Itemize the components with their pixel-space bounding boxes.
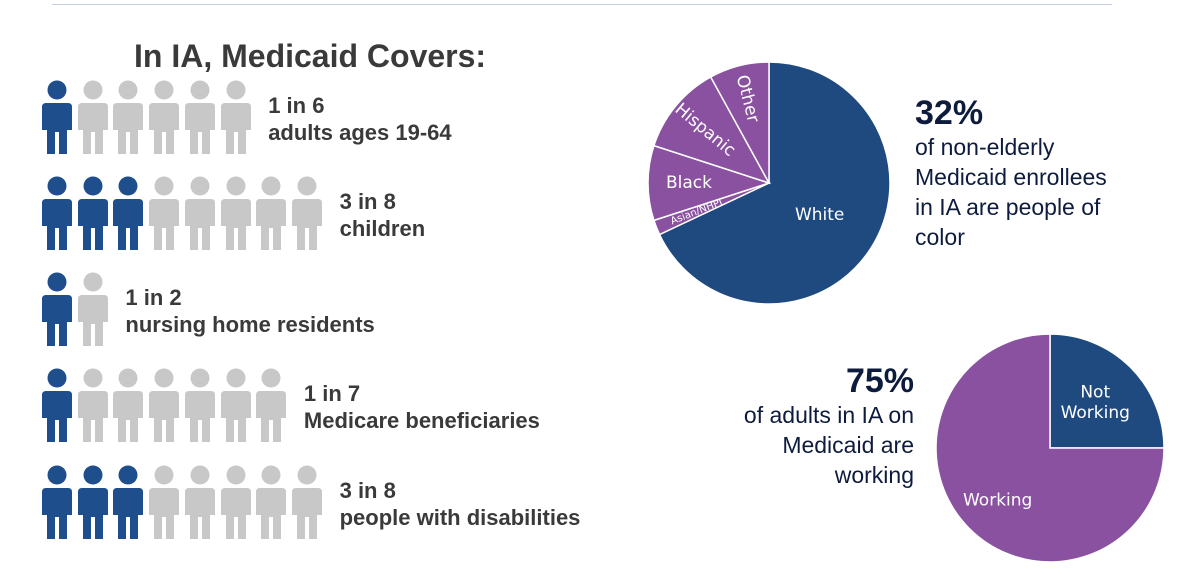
page-title: In IA, Medicaid Covers: — [134, 38, 487, 74]
coverage-group: adults ages 19-64 — [268, 120, 452, 145]
poc-stat-text: of non-elderly Medicaid enrollees in IA … — [915, 132, 1175, 252]
slice-label-line: Working — [1061, 403, 1130, 423]
coverage-ratio: 1 in 7 — [303, 381, 361, 406]
person-icon — [184, 176, 215, 250]
working-stat-text: of adults in IA on Medicaid are working — [700, 400, 914, 490]
working-stat-value: 75% — [845, 362, 914, 400]
poc-stat-line: Medicaid enrollees — [915, 164, 1107, 190]
slice-label: Working — [963, 490, 1032, 510]
person-icon — [256, 176, 287, 250]
person-icon — [220, 80, 251, 154]
person-icon — [220, 176, 251, 250]
person-covered-icon — [77, 465, 108, 539]
person-covered-icon — [42, 272, 72, 346]
person-covered-icon — [42, 80, 72, 154]
person-icon — [184, 80, 215, 154]
coverage-ratio: 1 in 2 — [125, 285, 182, 310]
coverage-ratio: 1 in 6 — [268, 93, 325, 118]
working-stat: 75% of adults in IA on Medicaid are work… — [700, 362, 914, 490]
person-icon — [149, 368, 180, 442]
coverage-text: 1 in 6 adults ages 19-64 — [268, 92, 451, 146]
person-icon — [77, 80, 108, 154]
person-icon — [113, 368, 144, 442]
coverage-group: nursing home residents — [125, 312, 375, 337]
person-icon — [291, 465, 322, 539]
person-icon — [220, 465, 251, 539]
pie-slice — [658, 61, 891, 305]
slice-label: Not Working — [1061, 383, 1130, 423]
coverage-ratio: 3 in 8 — [339, 478, 396, 503]
person-covered-icon — [113, 465, 144, 539]
person-icon — [256, 465, 287, 539]
person-icon — [149, 176, 180, 250]
slice-label: White — [795, 205, 844, 225]
working-stat-line: Medicaid are — [782, 432, 914, 458]
coverage-ratio: 3 in 8 — [339, 189, 396, 214]
coverage-text: 1 in 7 Medicare beneficiaries — [304, 380, 540, 434]
person-icon — [77, 368, 108, 442]
pie-slice — [1049, 333, 1165, 449]
coverage-text: 3 in 8 people with disabilities — [340, 477, 581, 531]
slice-label: Black — [666, 173, 712, 193]
poc-stat: 32% of non-elderly Medicaid enrollees in… — [915, 94, 1175, 252]
person-icon — [149, 80, 180, 154]
person-covered-icon — [42, 176, 72, 250]
pie-slice — [709, 61, 770, 184]
poc-stat-line: in IA are people of — [915, 194, 1101, 220]
person-covered-icon — [42, 465, 72, 539]
person-icon — [149, 465, 180, 539]
coverage-text: 1 in 2 nursing home residents — [125, 284, 374, 338]
person-icon — [256, 368, 287, 442]
coverage-text: 3 in 8 children — [340, 188, 426, 242]
person-icon — [184, 465, 215, 539]
coverage-group: people with disabilities — [339, 505, 581, 530]
person-icon — [184, 368, 215, 442]
poc-stat-line: color — [915, 224, 965, 250]
working-stat-line: of adults in IA on — [743, 402, 914, 428]
person-covered-icon — [113, 176, 144, 250]
person-icon — [77, 272, 108, 346]
slice-label-line: Not — [1080, 383, 1110, 403]
poc-stat-value: 32% — [915, 94, 984, 132]
pie-slice — [652, 75, 771, 185]
working-stat-line: working — [834, 462, 914, 488]
top-divider — [52, 4, 1112, 5]
pie-slice — [647, 144, 772, 222]
person-icon — [220, 368, 251, 442]
person-icon — [113, 80, 144, 154]
pie-slice — [935, 333, 1165, 563]
person-covered-icon — [77, 176, 108, 250]
person-covered-icon — [42, 368, 72, 442]
poc-stat-line: of non-elderly — [915, 134, 1055, 160]
person-icon — [291, 176, 322, 250]
coverage-group: children — [339, 216, 426, 241]
coverage-group: Medicare beneficiaries — [303, 408, 540, 433]
